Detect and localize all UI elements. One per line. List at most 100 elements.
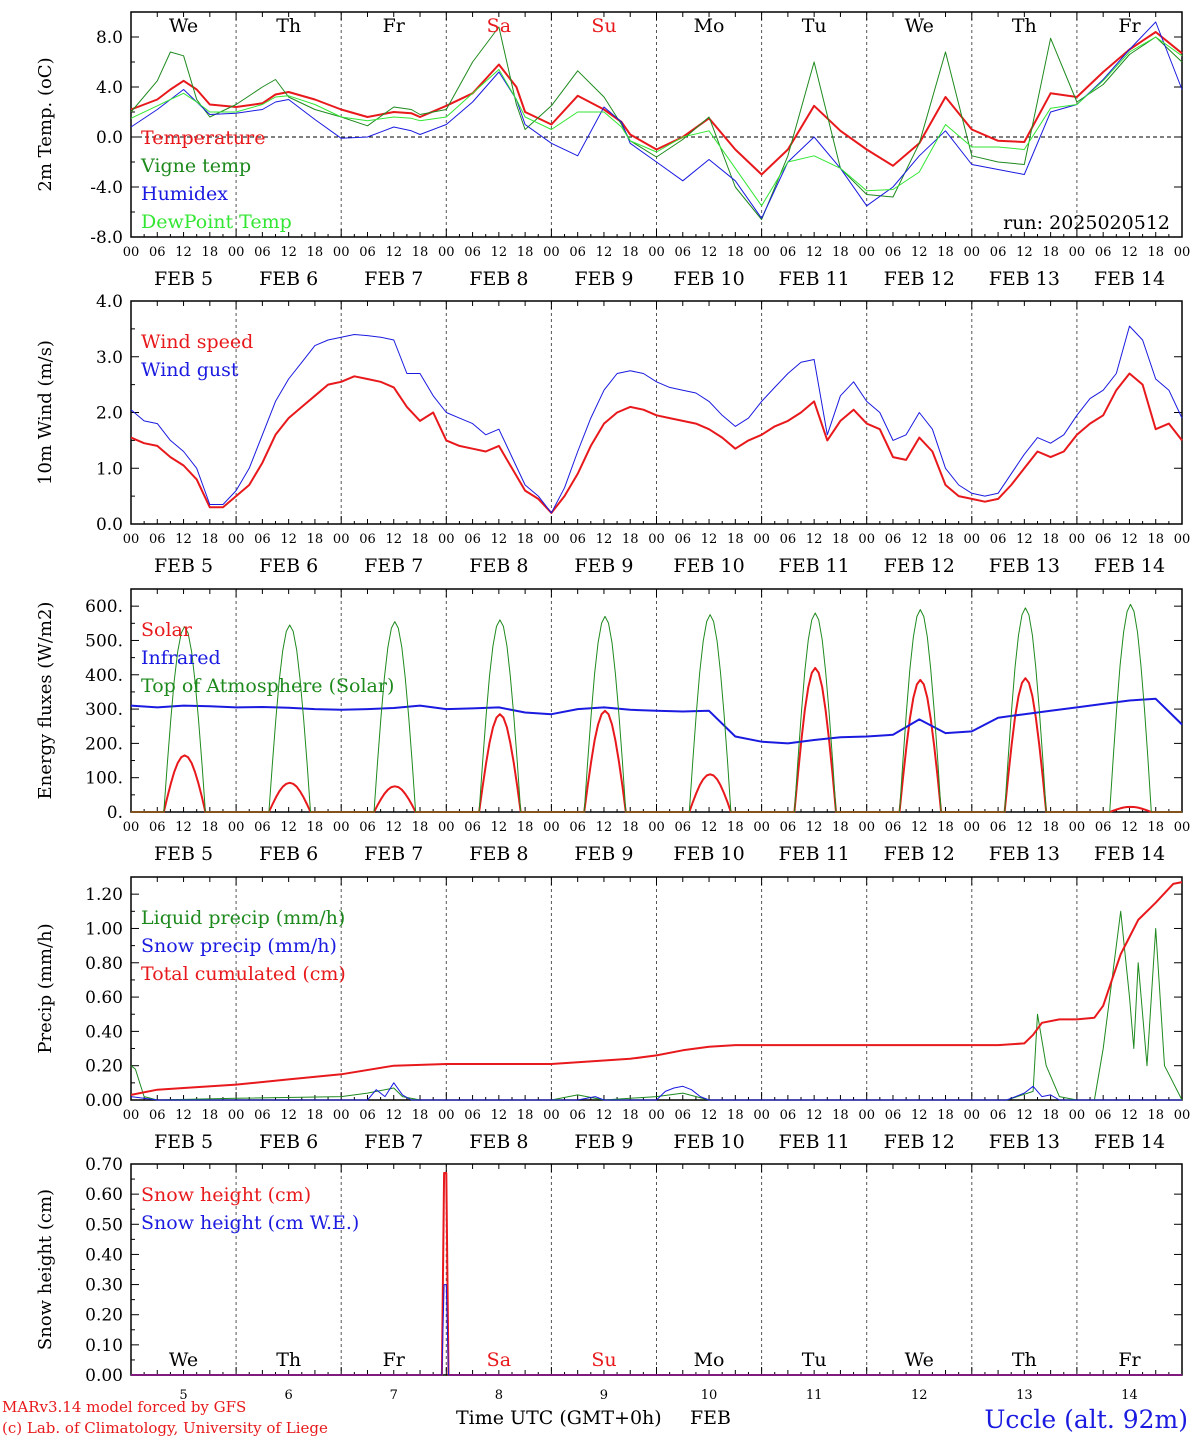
- y-tick-label: 0.0: [96, 128, 123, 148]
- hour-tick-label: 00: [123, 820, 140, 835]
- hour-tick-label: 06: [780, 1108, 797, 1123]
- hour-tick-label: 00: [1069, 820, 1086, 835]
- hour-tick-label: 12: [1016, 1108, 1033, 1123]
- hour-tick-label: 12: [701, 245, 718, 260]
- x-axis-month: FEB: [690, 1407, 731, 1429]
- hour-tick-label: 06: [254, 820, 271, 835]
- day-name-label: We: [905, 15, 934, 37]
- y-tick-label: 600.: [85, 597, 123, 617]
- series-line-temperature: [130, 31, 1183, 176]
- hour-tick-label: 18: [832, 1108, 849, 1123]
- hour-tick-label: 06: [1095, 245, 1112, 260]
- day-name-label: Th: [1012, 1349, 1037, 1371]
- day-number-label: 8: [495, 1388, 503, 1403]
- date-label: FEB 5: [154, 1131, 213, 1153]
- date-label: FEB 14: [1094, 1131, 1165, 1153]
- hour-tick-label: 18: [622, 820, 639, 835]
- hour-tick-label: 06: [359, 820, 376, 835]
- hour-tick-label: 00: [543, 245, 560, 260]
- hour-tick-label: 18: [202, 820, 219, 835]
- series-line-total-cumulated-cm-: [130, 881, 1183, 1096]
- hour-tick-label: 00: [228, 820, 245, 835]
- legend-entry: Total cumulated (cm): [141, 963, 346, 985]
- hour-tick-label: 12: [175, 532, 192, 547]
- y-axis-label: Energy fluxes (W/m2): [35, 602, 56, 800]
- date-label: FEB 10: [673, 555, 744, 577]
- hour-tick-label: 00: [438, 245, 455, 260]
- hour-tick-label: 06: [569, 245, 586, 260]
- hour-tick-label: 00: [648, 820, 665, 835]
- y-tick-label: 0.00: [85, 1366, 123, 1386]
- y-tick-label: 0.20: [85, 1057, 123, 1077]
- series-line-infrared: [130, 697, 1183, 745]
- hour-tick-label: 00: [753, 532, 770, 547]
- day-number-label: 14: [1121, 1388, 1138, 1403]
- series-line-wind-gust: [130, 325, 1183, 514]
- date-label: FEB 5: [154, 843, 213, 865]
- hour-tick-label: 12: [701, 532, 718, 547]
- hour-tick-label: 00: [438, 820, 455, 835]
- hour-tick-label: 06: [885, 1108, 902, 1123]
- hour-tick-label: 12: [1121, 1108, 1138, 1123]
- hour-tick-label: 12: [806, 820, 823, 835]
- hour-tick-label: 12: [806, 1108, 823, 1123]
- day-name-label: Tu: [802, 15, 827, 37]
- hour-tick-label: 00: [858, 245, 875, 260]
- hour-tick-label: 06: [885, 820, 902, 835]
- y-tick-label: 4.0: [96, 292, 123, 312]
- y-tick-label: 4.0: [96, 78, 123, 98]
- hour-tick-label: 00: [858, 820, 875, 835]
- hour-tick-label: 12: [596, 1108, 613, 1123]
- date-label: FEB 8: [469, 843, 528, 865]
- date-label: FEB 8: [469, 268, 528, 290]
- plot-frame: [130, 588, 1183, 813]
- date-label: FEB 14: [1094, 843, 1165, 865]
- hour-tick-label: 06: [990, 532, 1007, 547]
- series-line-vigne-temp: [130, 26, 1183, 220]
- day-name-label: We: [169, 15, 198, 37]
- hour-tick-label: 06: [149, 1108, 166, 1123]
- date-label: FEB 12: [884, 268, 955, 290]
- hour-tick-label: 12: [175, 820, 192, 835]
- y-tick-label: 500.: [85, 631, 123, 651]
- hour-tick-label: 18: [307, 820, 324, 835]
- hour-tick-label: 00: [753, 1108, 770, 1123]
- date-label: FEB 11: [779, 268, 850, 290]
- hour-tick-label: 00: [333, 820, 350, 835]
- hour-tick-label: 00: [123, 1108, 140, 1123]
- hour-tick-label: 06: [1095, 820, 1112, 835]
- hour-tick-label: 18: [412, 245, 429, 260]
- hour-tick-label: 00: [333, 245, 350, 260]
- hour-tick-label: 18: [727, 532, 744, 547]
- hour-tick-label: 12: [596, 820, 613, 835]
- hour-tick-label: 06: [780, 245, 797, 260]
- hour-tick-label: 12: [1016, 532, 1033, 547]
- footer: MARv3.14 model forced by GFS (c) Lab. of…: [2, 1398, 1188, 1437]
- hour-tick-label: 12: [385, 245, 402, 260]
- y-tick-label: 400.: [85, 666, 123, 686]
- hour-tick-label: 12: [806, 245, 823, 260]
- date-label: FEB 10: [673, 1131, 744, 1153]
- hour-tick-label: 00: [964, 245, 981, 260]
- hour-tick-label: 12: [701, 1108, 718, 1123]
- hour-tick-label: 00: [333, 532, 350, 547]
- hour-tick-label: 00: [753, 245, 770, 260]
- hour-tick-label: 12: [491, 532, 508, 547]
- day-name-label: Fr: [383, 1349, 406, 1371]
- hour-tick-label: 06: [675, 1108, 692, 1123]
- y-tick-label: 0.00: [85, 1091, 123, 1111]
- hour-tick-label: 18: [937, 532, 954, 547]
- date-label: FEB 9: [574, 843, 633, 865]
- hour-tick-label: 18: [727, 245, 744, 260]
- hour-tick-label: 18: [622, 1108, 639, 1123]
- hour-tick-label: 06: [1095, 1108, 1112, 1123]
- legend-entry: Snow precip (mm/h): [141, 935, 337, 957]
- day-name-label: We: [905, 1349, 934, 1371]
- day-name-label: Fr: [383, 15, 406, 37]
- hour-tick-label: 18: [307, 245, 324, 260]
- y-axis-label: 2m Temp. (oC): [35, 57, 56, 191]
- date-label: FEB 11: [779, 843, 850, 865]
- date-label: FEB 8: [469, 1131, 528, 1153]
- day-name-label: Mo: [694, 15, 725, 37]
